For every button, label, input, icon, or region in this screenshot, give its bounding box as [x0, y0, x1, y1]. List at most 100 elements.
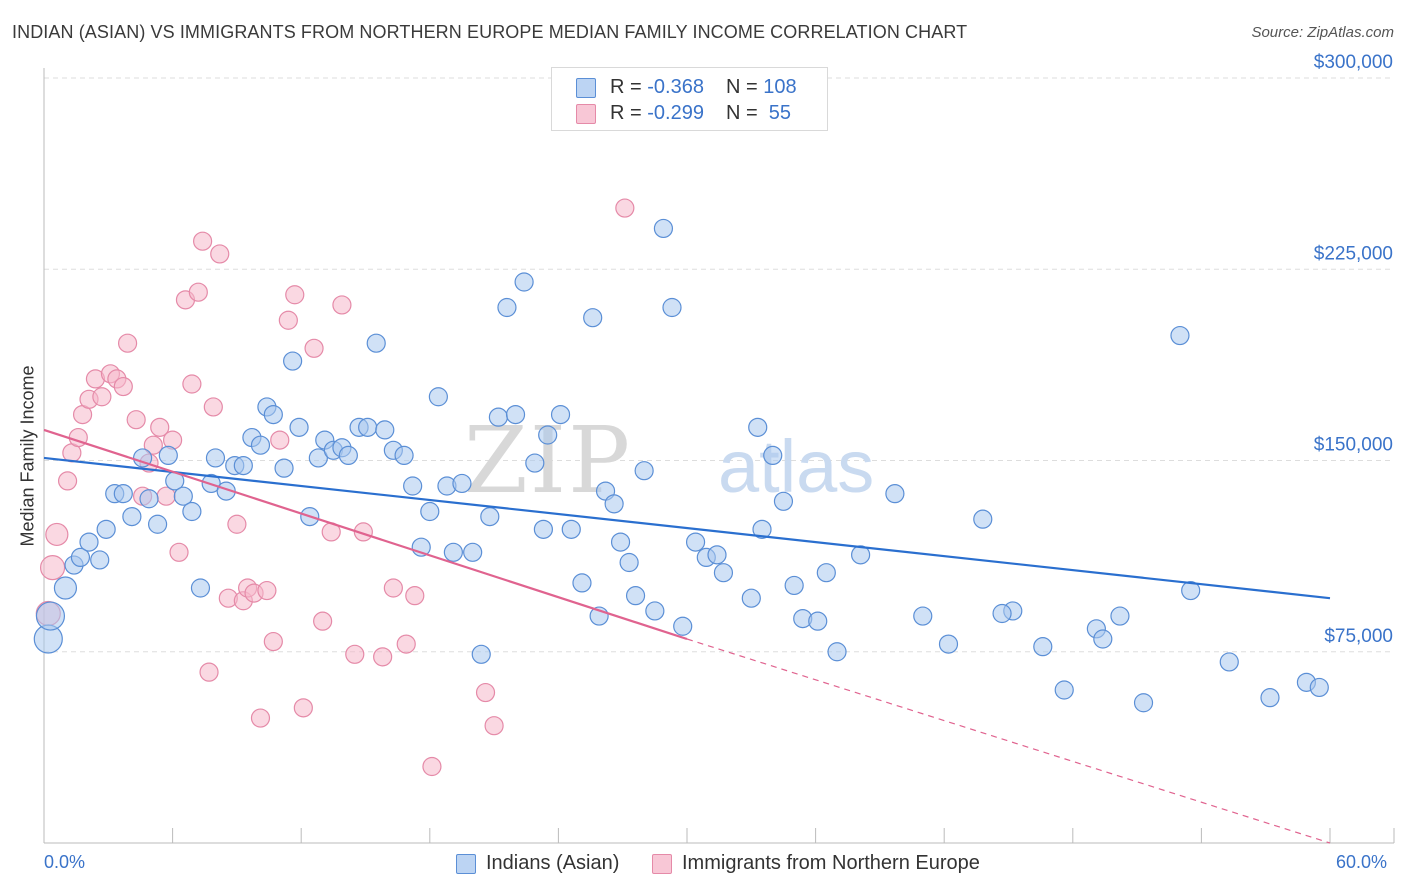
point-indians [505, 405, 526, 425]
point-indians [452, 473, 472, 494]
point-northern-europe [126, 410, 146, 430]
point-indians [1133, 693, 1154, 713]
point-indians [338, 445, 358, 465]
point-northern-europe [304, 338, 324, 358]
point-indians [561, 519, 581, 539]
point-indians [808, 611, 828, 631]
point-indians [625, 586, 646, 606]
point-indians [443, 542, 463, 562]
point-northern-europe [285, 285, 305, 305]
point-northern-europe [203, 397, 223, 417]
point-indians [1033, 637, 1053, 657]
point-indians [610, 532, 631, 552]
point-indians [673, 616, 693, 636]
point-northern-europe [484, 716, 504, 736]
point-indians [1170, 325, 1190, 346]
point-indians [713, 563, 734, 583]
source-credit: Source: ZipAtlas.com [1251, 24, 1394, 41]
point-northern-europe [143, 435, 163, 455]
point-indians [525, 453, 545, 473]
point-northern-europe [422, 756, 442, 777]
y-tick-labels: $75,000 $150,000 $225,000 $300,000 [1314, 52, 1393, 647]
point-indians [173, 486, 193, 506]
point-indians [488, 407, 508, 427]
y-tick-label: $150,000 [1314, 435, 1393, 456]
point-indians [428, 387, 448, 407]
point-indians [748, 417, 768, 437]
point-indians [274, 458, 294, 478]
point-indians [1260, 688, 1280, 708]
point-indians [497, 297, 517, 318]
point-northern-europe [150, 417, 170, 437]
point-indians [572, 573, 592, 593]
point-northern-europe [345, 644, 365, 664]
point-indians [827, 642, 847, 662]
point-indians [263, 405, 283, 425]
point-indians [190, 578, 211, 598]
y-tick-label: $225,000 [1314, 243, 1393, 264]
chart-title: INDIAN (ASIAN) VS IMMIGRANTS FROM NORTHE… [12, 22, 968, 42]
n-value: 108 [763, 76, 797, 98]
point-indians [752, 519, 772, 539]
n-label: N = [725, 76, 764, 98]
point-indians [366, 333, 386, 353]
point-northern-europe [57, 471, 78, 491]
point-indians [463, 542, 483, 562]
point-indians [938, 634, 959, 654]
point-indians [1110, 606, 1130, 626]
point-indians [1054, 680, 1074, 700]
point-indians [973, 509, 993, 529]
bottom-legend-swatch-indians [456, 854, 476, 874]
point-indians [604, 494, 624, 514]
point-northern-europe [199, 662, 219, 682]
point-indians [913, 606, 933, 626]
bottom-legend-swatch-northern-europe [652, 854, 672, 874]
point-northern-europe [263, 631, 283, 652]
point-indians [480, 506, 500, 527]
point-northern-europe [169, 542, 189, 562]
axes [43, 68, 1395, 844]
legend-swatch-northern-europe [576, 104, 596, 124]
point-indians [1093, 629, 1113, 649]
point-indians [308, 448, 328, 468]
series-northern-europe-points [35, 198, 635, 777]
point-northern-europe [92, 387, 112, 407]
point-indians [645, 601, 665, 621]
y-tick-label: $300,000 [1314, 52, 1393, 73]
point-indians [773, 491, 794, 511]
point-indians [113, 484, 133, 504]
trend-line-indians [43, 456, 1331, 600]
point-indians [784, 575, 804, 596]
watermark-atlas: atlas [718, 425, 874, 508]
point-indians [90, 550, 110, 570]
point-northern-europe [188, 282, 208, 302]
point-northern-europe [39, 554, 66, 581]
point-indians [634, 461, 654, 481]
point-indians [420, 501, 440, 522]
point-indians [122, 506, 142, 527]
point-indians [851, 545, 871, 565]
point-northern-europe [373, 647, 393, 667]
point-indians [158, 445, 178, 465]
point-indians [538, 425, 558, 445]
point-indians [205, 448, 226, 468]
point-indians [139, 489, 159, 509]
point-indians [283, 351, 303, 371]
point-northern-europe [293, 698, 313, 718]
point-indians [741, 588, 761, 608]
point-northern-europe [45, 522, 69, 547]
point-northern-europe [257, 580, 277, 601]
point-northern-europe [270, 430, 290, 450]
trend-lines [43, 428, 1331, 844]
point-northern-europe [113, 376, 133, 397]
point-northern-europe [250, 708, 271, 728]
point-northern-europe [396, 634, 416, 654]
point-northern-europe [405, 586, 425, 606]
legend-swatch-indians [576, 78, 596, 98]
point-indians [358, 417, 378, 437]
point-indians [550, 405, 571, 425]
point-indians [685, 532, 706, 552]
point-indians [70, 547, 91, 568]
point-indians [289, 417, 309, 437]
